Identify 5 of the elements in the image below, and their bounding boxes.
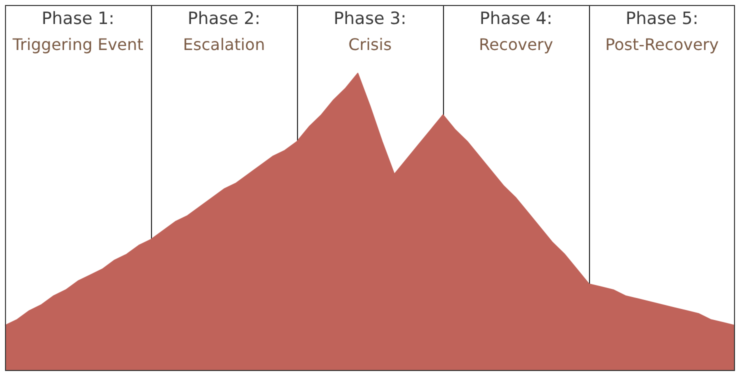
text: Phase 3: Crisis (334, 8, 406, 54)
text: Phase 2: Escalation (183, 8, 265, 54)
text: Phase 4: Recovery (478, 8, 554, 54)
text: Phase 5: Post-Recovery (605, 8, 719, 54)
text: Phase 1: Triggering Event (12, 8, 144, 54)
